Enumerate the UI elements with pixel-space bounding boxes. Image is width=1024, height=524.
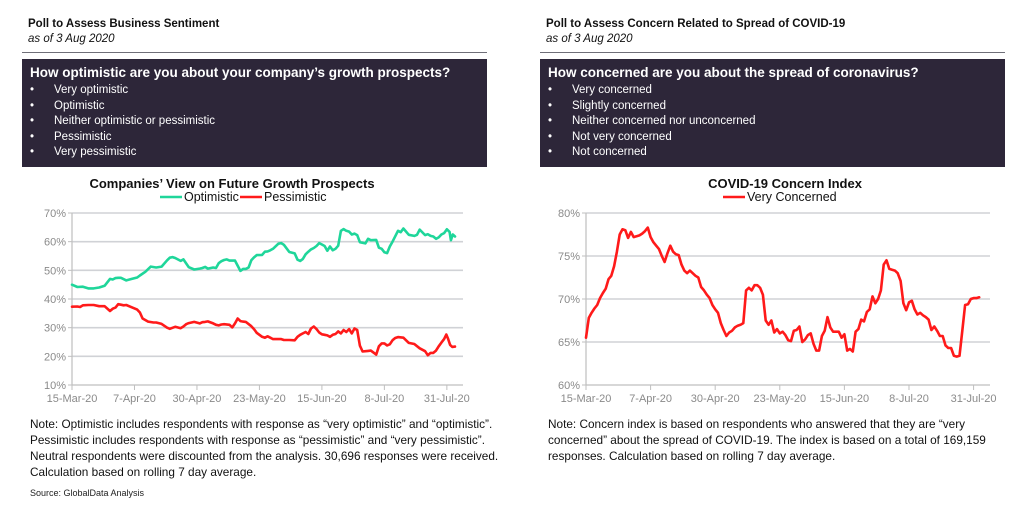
bullet-icon: • (30, 146, 35, 158)
y-tick-label: 50% (44, 265, 66, 277)
bullet-icon: • (30, 84, 35, 96)
bullet-icon: • (548, 115, 553, 127)
y-tick-label: 30% (44, 323, 66, 335)
x-tick-label: 30-Apr-20 (172, 393, 221, 405)
question-title: How optimistic are you about your compan… (30, 65, 451, 80)
y-tick-label: 20% (44, 351, 66, 363)
chart-title: Companies’ View on Future Growth Prospec… (89, 176, 374, 191)
bullet-icon: • (30, 130, 35, 143)
y-tick-label: 60% (44, 237, 66, 249)
answer-option: • Slightly concerned (540, 99, 755, 115)
chart-title: COVID-19 Concern Index (708, 176, 863, 191)
x-tick-label: 7-Apr-20 (113, 393, 156, 405)
answer-option-label: Very optimistic (54, 84, 129, 96)
answer-option: • Very concerned (540, 83, 755, 99)
answer-options-list: • Very optimistic • Optimistic • Neither op… (22, 83, 215, 161)
question-box: How concerned are you about the spread o… (540, 59, 1005, 167)
panel-subtitle: as of 3 Aug 2020 (28, 33, 115, 45)
bullet-icon: • (548, 146, 553, 158)
y-tick-label: 65% (558, 337, 580, 349)
x-tick-label: 30-Apr-20 (691, 393, 740, 405)
series-line-pessimistic (70, 302, 457, 357)
legend-label: Optimistic (184, 190, 239, 204)
answer-option: • Neither concerned nor unconcerned (540, 114, 755, 130)
y-tick-label: 75% (558, 251, 580, 263)
answer-option: • Very pessimistic (22, 145, 215, 161)
answer-option: • Not very concerned (540, 130, 755, 146)
answer-options-list: • Very concerned • Slightly concerned • Nei… (540, 83, 755, 161)
legend-label: Very Concerned (747, 190, 837, 204)
answer-option-label: Very pessimistic (54, 146, 137, 158)
answer-option-label: Neither optimistic or pessimistic (54, 115, 216, 127)
x-tick-label: 8-Jul-20 (889, 393, 929, 405)
answer-option-label: Not very concerned (572, 130, 672, 143)
answer-option: • Pessimistic (22, 130, 215, 146)
series-line-optimistic (70, 227, 457, 290)
source-label: Source: GlobalData Analysis (30, 488, 145, 498)
panel-title: Poll to Assess Concern Related to Spread… (546, 18, 846, 30)
x-tick-label: 15-Jun-20 (820, 393, 870, 405)
x-tick-label: 31-Jul-20 (424, 393, 470, 405)
concern-index-chart: COVID-19 Concern Index 60% 65% 70% 75% 80% 15-… (558, 176, 997, 405)
divider (540, 52, 1005, 53)
bullet-icon: • (30, 115, 35, 127)
chart-note: Note: Concern index is based on responde… (548, 417, 986, 463)
chart-note: Note: Optimistic includes respondents wi… (30, 417, 499, 479)
answer-option-label: Neither concerned nor unconcerned (572, 115, 756, 127)
answer-option-label: Optimistic (54, 99, 105, 112)
bullet-icon: • (548, 130, 553, 143)
y-tick-label: 60% (558, 380, 580, 392)
y-tick-label: 10% (44, 380, 66, 392)
answer-option: • Very optimistic (22, 83, 215, 99)
answer-option-label: Very concerned (572, 84, 652, 96)
y-tick-label: 40% (44, 294, 66, 306)
answer-option: • Optimistic (22, 99, 215, 115)
legend-label: Pessimistic (264, 190, 327, 204)
y-tick-label: 70% (558, 294, 580, 306)
question-box: How optimistic are you about your compan… (22, 59, 487, 167)
y-tick-label: 70% (44, 208, 66, 220)
bullet-icon: • (548, 84, 553, 96)
growth-prospects-chart: Companies’ View on Future Growth Prospec… (44, 176, 470, 405)
answer-option: • Not concerned (540, 145, 755, 161)
x-tick-label: 7-Apr-20 (629, 393, 672, 405)
x-tick-label: 8-Jul-20 (365, 393, 405, 405)
y-tick-label: 80% (558, 208, 580, 220)
x-tick-label: 23-May-20 (753, 393, 806, 405)
x-tick-label: 23-May-20 (233, 393, 286, 405)
panel-title: Poll to Assess Business Sentiment (28, 18, 220, 30)
answer-option-label: Not concerned (572, 146, 647, 158)
panel-subtitle: as of 3 Aug 2020 (546, 33, 633, 45)
bullet-icon: • (548, 99, 553, 112)
question-title: How concerned are you about the spread o… (548, 65, 919, 80)
series-line-very-concerned (584, 226, 981, 358)
divider (22, 52, 487, 53)
x-tick-label: 15-Mar-20 (561, 393, 612, 405)
x-tick-label: 31-Jul-20 (951, 393, 997, 405)
x-tick-label: 15-Jun-20 (297, 393, 347, 405)
bullet-icon: • (30, 99, 35, 112)
answer-option-label: Pessimistic (54, 130, 112, 143)
x-tick-label: 15-Mar-20 (47, 393, 98, 405)
answer-option-label: Slightly concerned (572, 99, 666, 112)
answer-option: • Neither optimistic or pessimistic (22, 114, 215, 130)
